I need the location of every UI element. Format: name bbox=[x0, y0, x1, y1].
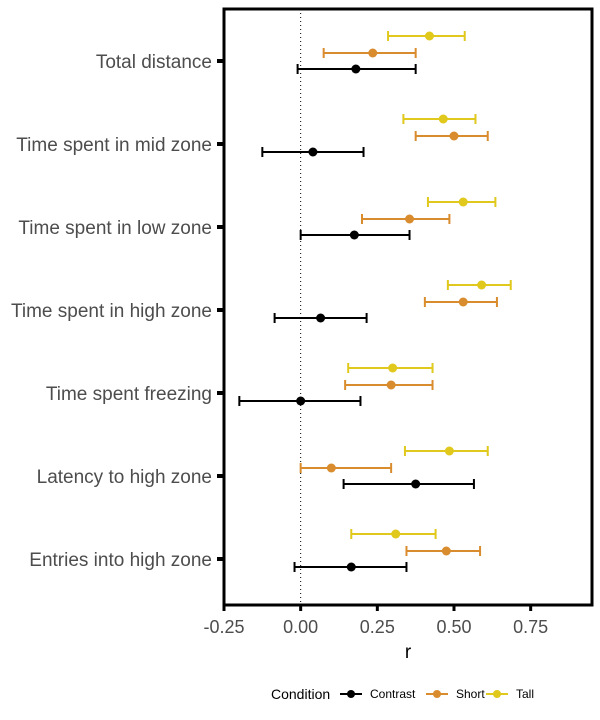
point-tall bbox=[424, 31, 434, 41]
legend-label-tall: Tall bbox=[516, 687, 534, 701]
point-short bbox=[449, 131, 459, 141]
x-tick-label: 0.50 bbox=[436, 617, 471, 637]
point-contrast bbox=[349, 230, 359, 240]
x-tick-label: 0.75 bbox=[513, 617, 548, 637]
point-short bbox=[368, 48, 378, 58]
category-label: Entries into high zone bbox=[29, 550, 212, 571]
point-short bbox=[386, 380, 396, 390]
point-tall bbox=[438, 114, 448, 124]
point-short bbox=[441, 546, 451, 556]
category-label: Time spent freezing bbox=[46, 384, 212, 405]
point-contrast bbox=[308, 147, 318, 157]
point-contrast bbox=[346, 562, 356, 572]
point-short bbox=[405, 214, 415, 224]
point-tall bbox=[388, 363, 398, 373]
point-contrast bbox=[411, 479, 421, 489]
axis-ticks-layer bbox=[217, 59, 533, 611]
x-tick-label: 0.00 bbox=[283, 617, 318, 637]
point-short bbox=[326, 463, 336, 473]
point-tall bbox=[391, 529, 401, 539]
series-short bbox=[299, 48, 498, 556]
x-tick-label: -0.25 bbox=[203, 617, 244, 637]
legend: Condition Contrast Short Tall bbox=[271, 686, 534, 702]
x-tick-label: 0.25 bbox=[360, 617, 395, 637]
legend-label-short: Short bbox=[456, 687, 485, 701]
point-tall bbox=[458, 197, 468, 207]
legend-key-point-short bbox=[433, 690, 441, 698]
series-contrast bbox=[238, 64, 475, 572]
legend-item-tall: Tall bbox=[486, 687, 534, 701]
point-short bbox=[458, 297, 468, 307]
legend-item-short: Short bbox=[426, 687, 485, 701]
plot-panel-border bbox=[222, 7, 594, 607]
legend-label-contrast: Contrast bbox=[370, 687, 416, 701]
category-label: Time spent in low zone bbox=[18, 218, 212, 239]
legend-key-point-tall bbox=[493, 690, 501, 698]
series-tall bbox=[347, 31, 512, 539]
legend-key-point-contrast bbox=[347, 690, 355, 698]
point-contrast bbox=[351, 64, 361, 74]
x-axis-title: r bbox=[405, 642, 412, 663]
category-label: Time spent in mid zone bbox=[16, 135, 212, 156]
category-label: Total distance bbox=[96, 52, 212, 73]
point-tall bbox=[477, 280, 487, 290]
axis-labels-layer: -0.25 0.00 0.25 0.50 0.75 Total distance Time … bbox=[11, 52, 548, 637]
point-contrast bbox=[316, 313, 326, 323]
legend-item-contrast: Contrast bbox=[340, 687, 416, 701]
legend-title: Condition bbox=[271, 686, 330, 702]
category-label: Time spent in high zone bbox=[11, 301, 212, 322]
series-layer bbox=[238, 31, 512, 572]
point-tall bbox=[444, 446, 454, 456]
category-label: Latency to high zone bbox=[37, 467, 212, 488]
point-contrast bbox=[296, 396, 306, 406]
